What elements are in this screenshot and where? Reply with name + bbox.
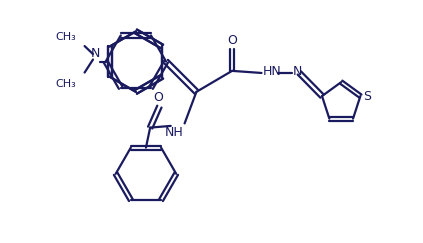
Text: CH₃: CH₃ <box>55 32 76 42</box>
Text: O: O <box>154 91 164 104</box>
Text: CH₃: CH₃ <box>55 79 76 89</box>
Text: O: O <box>227 34 237 47</box>
Text: N: N <box>293 65 302 78</box>
Text: S: S <box>363 90 371 103</box>
Text: HN: HN <box>263 65 282 78</box>
Text: N: N <box>91 47 100 60</box>
Text: NH: NH <box>165 126 183 139</box>
